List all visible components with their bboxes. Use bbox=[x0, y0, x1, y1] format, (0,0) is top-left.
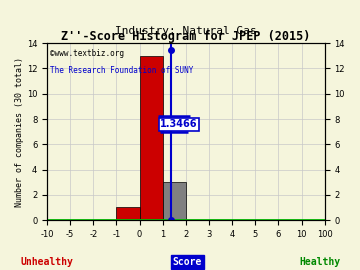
Text: Score: Score bbox=[172, 257, 202, 267]
Bar bbox=[140, 56, 163, 220]
Text: The Research Foundation of SUNY: The Research Foundation of SUNY bbox=[50, 66, 193, 75]
Title: Z''-Score Histogram for JPEP (2015): Z''-Score Histogram for JPEP (2015) bbox=[61, 30, 311, 43]
Text: Unhealthy: Unhealthy bbox=[21, 257, 73, 267]
Text: 1.3466: 1.3466 bbox=[160, 119, 198, 129]
Text: Healthy: Healthy bbox=[300, 257, 341, 267]
Bar bbox=[163, 182, 186, 220]
Text: Industry: Natural Gas: Industry: Natural Gas bbox=[115, 26, 257, 36]
Y-axis label: Number of companies (30 total): Number of companies (30 total) bbox=[15, 57, 24, 207]
Bar bbox=[116, 207, 140, 220]
Text: ©www.textbiz.org: ©www.textbiz.org bbox=[50, 49, 124, 58]
